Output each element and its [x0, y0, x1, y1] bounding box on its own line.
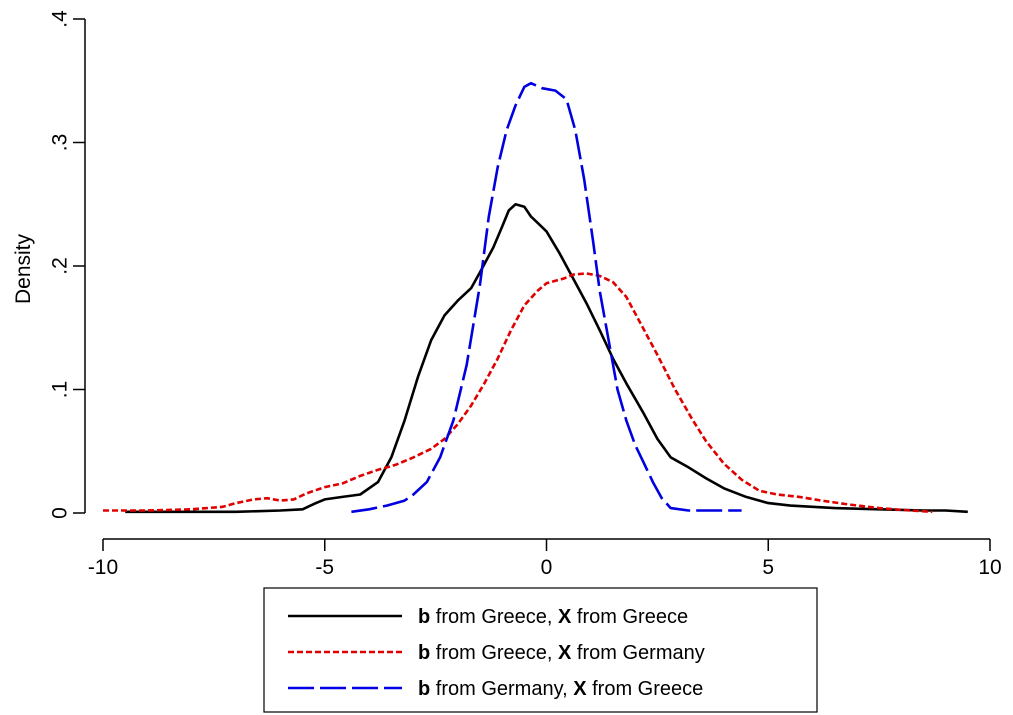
- x-tick-label: -5: [315, 556, 334, 579]
- y-tick-label: 0: [49, 507, 72, 519]
- legend-label-1: b from Greece, X from Greece: [418, 606, 688, 628]
- x-tick-label: 10: [978, 556, 1001, 579]
- series-line-3: [351, 81, 742, 514]
- y-axis-title: Density: [12, 233, 35, 304]
- series-line-2: [103, 272, 933, 514]
- legend: b from Greece, X from Greece b from Greec…: [263, 587, 818, 713]
- x-ticks: -10 -5 0 5 10: [88, 539, 1002, 579]
- x-tick-label: 5: [762, 556, 774, 579]
- legend-label-2: b from Greece, X from Germany: [418, 642, 705, 664]
- series-lines: [103, 81, 968, 514]
- x-tick-label: 0: [541, 556, 553, 579]
- y-tick-label: .3: [49, 134, 72, 152]
- y-tick-label: .2: [49, 257, 72, 275]
- y-tick-label: .4: [49, 10, 72, 28]
- y-tick-label: .1: [49, 381, 72, 399]
- y-ticks: 0 .1 .2 .3 .4: [49, 10, 85, 519]
- legend-label-3: b from Germany, X from Greece: [418, 678, 703, 700]
- series-line-1: [125, 203, 968, 514]
- axes: 0 .1 .2 .3 .4 -10 -5 0 5 10 Density: [12, 10, 1002, 579]
- x-tick-label: -10: [88, 556, 118, 579]
- legend-items: b from Greece, X from Greece b from Greec…: [288, 606, 705, 700]
- legend-box: [263, 587, 818, 713]
